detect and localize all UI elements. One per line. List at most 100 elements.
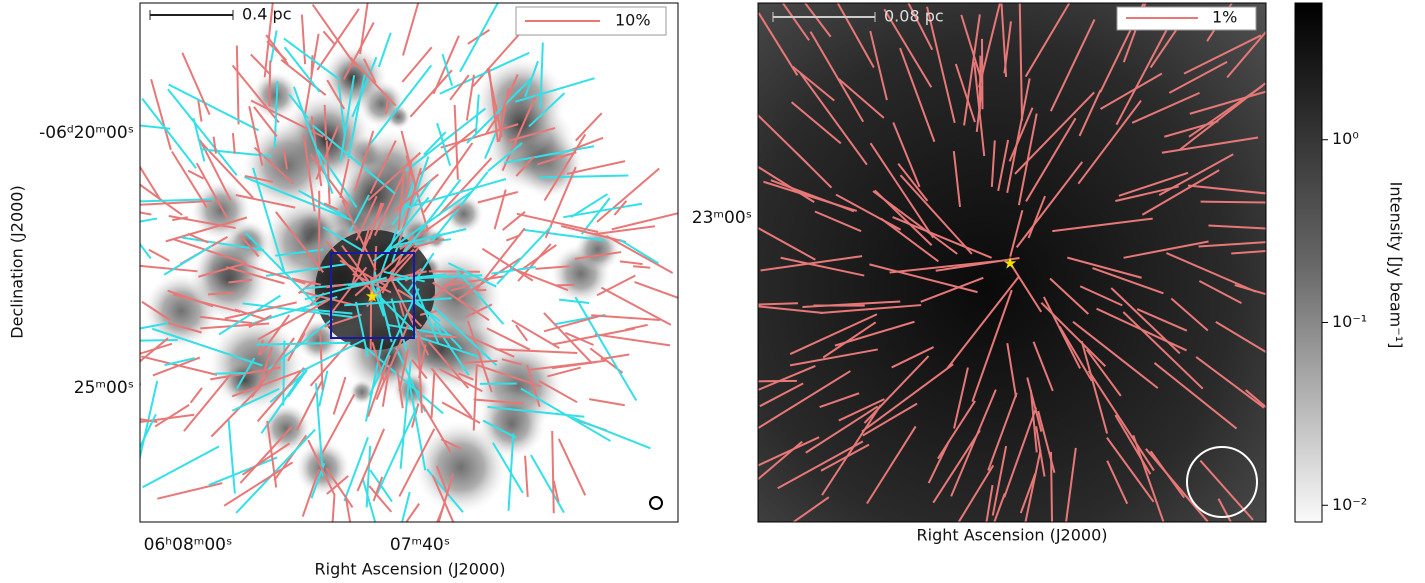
polarization-vector xyxy=(515,324,529,342)
polarization-vector xyxy=(547,366,582,378)
polarization-vector xyxy=(386,323,452,337)
polarization-vector xyxy=(1195,356,1265,409)
polarization-vector xyxy=(207,291,234,296)
emission-blob xyxy=(297,318,340,362)
polarization-vector xyxy=(437,157,493,217)
polarization-vector xyxy=(369,469,393,503)
polarization-vector xyxy=(349,194,370,233)
polarization-vector xyxy=(466,77,532,144)
polarization-vector xyxy=(140,153,141,156)
polarization-vector xyxy=(140,264,198,273)
polarization-vector xyxy=(1092,267,1164,295)
polarization-vector xyxy=(231,387,280,412)
polarization-vector xyxy=(1058,325,1093,382)
polarization-vector xyxy=(978,55,982,112)
beam xyxy=(1186,446,1258,518)
polarization-vector xyxy=(805,405,879,454)
polarization-vector xyxy=(407,378,427,471)
polarization-vector xyxy=(530,454,565,514)
polarization-vector xyxy=(432,305,498,366)
polarization-vector xyxy=(1049,277,1090,315)
right-frame xyxy=(757,2,1267,523)
polarization-vector xyxy=(253,106,278,137)
polarization-vector xyxy=(235,45,240,125)
polarization-vector xyxy=(491,266,536,275)
polarization-vector xyxy=(243,176,352,221)
polarization-vector xyxy=(250,99,324,138)
polarization-vector xyxy=(481,247,534,282)
polarization-vector xyxy=(758,370,851,430)
polarization-vector xyxy=(596,274,636,297)
polarization-vector xyxy=(273,434,308,481)
polarization-vector xyxy=(409,69,453,118)
polarization-vector xyxy=(1087,370,1155,472)
polarization-vector xyxy=(214,372,246,375)
polarization-vector xyxy=(1217,498,1232,522)
polarization-vector xyxy=(322,226,363,252)
polarization-vector xyxy=(401,46,433,83)
polarization-vector xyxy=(440,123,519,149)
polarization-vector xyxy=(365,337,384,422)
polarization-vector xyxy=(556,283,575,287)
polarization-vector xyxy=(453,104,459,180)
polarization-vector xyxy=(372,476,384,502)
polarization-vector xyxy=(396,369,404,409)
polarization-vector xyxy=(891,346,935,369)
polarization-vector xyxy=(466,320,493,393)
polarization-vector xyxy=(758,365,816,391)
polarization-vector xyxy=(506,127,556,143)
polarization-vector xyxy=(1110,287,1181,355)
polarization-vector xyxy=(758,302,799,306)
polarization-vector xyxy=(291,277,321,286)
polarization-vector xyxy=(349,57,397,107)
polarization-vector xyxy=(390,279,430,356)
polarization-vector xyxy=(566,160,626,175)
polarization-vector xyxy=(997,139,1010,191)
polarization-vector xyxy=(140,413,157,450)
polarization-vector xyxy=(1049,19,1096,112)
polarization-vector xyxy=(197,100,203,122)
polarization-vector xyxy=(398,428,436,497)
polarization-vector xyxy=(355,195,378,241)
polarization-vector xyxy=(140,199,213,206)
polarization-vector xyxy=(1009,262,1043,313)
polarization-vector xyxy=(836,3,875,68)
polarization-vector xyxy=(937,400,976,460)
polarization-vector xyxy=(430,367,473,419)
polarization-vector xyxy=(536,151,577,166)
polarization-vector xyxy=(157,482,223,500)
polarization-vector xyxy=(168,83,259,132)
polarization-vector xyxy=(574,251,622,260)
polarization-vector xyxy=(375,323,410,401)
polarization-vector xyxy=(140,165,163,202)
polarization-vector xyxy=(212,136,217,154)
polarization-vector xyxy=(1065,447,1077,522)
polarization-vector xyxy=(932,429,981,504)
polarization-vector xyxy=(777,440,864,490)
colorbar-tick-label: 10⁻¹ xyxy=(1332,312,1367,331)
polarization-vector xyxy=(296,380,323,431)
polarization-vector xyxy=(459,3,499,73)
polarization-vector xyxy=(172,216,188,222)
polarization-vector xyxy=(552,480,560,503)
polarization-vector xyxy=(140,322,169,330)
y-tick-label: -06ᵈ20ᵐ00ˢ xyxy=(39,123,134,143)
polarization-vector xyxy=(1106,460,1129,505)
x-axis-label: Right Ascension (J2000) xyxy=(315,560,506,579)
polarization-vector xyxy=(248,106,264,166)
polarization-vector xyxy=(287,311,317,362)
polarization-vector xyxy=(439,51,530,95)
polarization-vector xyxy=(200,322,270,330)
polarization-vector xyxy=(538,380,578,404)
polarization-vector xyxy=(866,425,917,505)
polarization-vector xyxy=(401,491,411,522)
polarization-vector xyxy=(861,363,954,433)
polarization-vector xyxy=(362,58,377,84)
polarization-vector xyxy=(275,248,324,257)
emission-blob xyxy=(189,240,269,320)
y-tick-label: 23ᵐ00ˢ xyxy=(692,208,752,228)
polarization-vector xyxy=(231,64,280,124)
star: ★ xyxy=(365,287,379,306)
polarization-vector xyxy=(181,52,211,116)
